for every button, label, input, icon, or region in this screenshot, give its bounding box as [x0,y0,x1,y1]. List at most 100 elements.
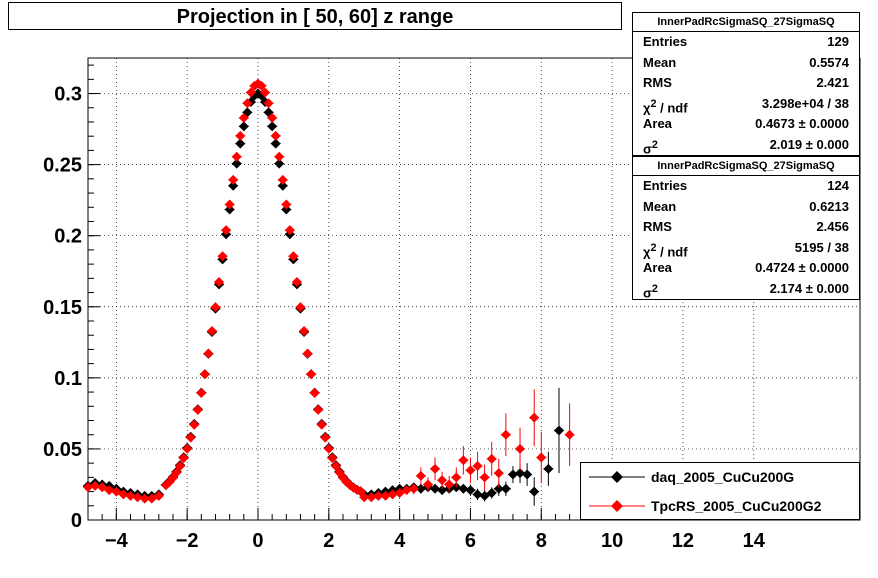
data-point [458,455,469,466]
data-point [507,469,518,480]
legend-marker-daq [589,471,645,483]
data-point [536,452,547,463]
data-point [444,479,455,490]
data-point [543,463,554,474]
data-point [486,487,497,498]
data-point [515,443,526,454]
data-point [185,432,196,443]
data-point [299,326,310,337]
data-point [245,87,256,98]
data-point [430,483,441,494]
data-point [224,199,235,210]
data-point [175,460,186,471]
data-point [415,470,426,481]
data-point [401,485,412,496]
x-tick-label: 0 [252,530,263,552]
stats-row-mean: Mean 0.6213 [643,198,849,214]
data-point [260,87,271,98]
data-point [231,158,242,169]
data-point [320,432,331,443]
data-point [231,151,242,162]
x-tick-label: 2 [323,530,334,552]
legend-marker-tpcrs [589,500,645,512]
data-point [486,453,497,464]
data-point [366,492,377,503]
chart-title: Projection in [ 50, 60] z range [176,6,454,28]
plot-frame [87,57,861,521]
data-point [437,475,448,486]
data-point [327,453,338,464]
data-point [380,490,391,501]
data-point [210,302,221,313]
data-point [288,251,299,262]
data-point [267,121,278,132]
data-point [238,121,249,132]
stats-row-entries: Entries 124 [643,178,849,193]
x-tick-label: 8 [536,530,547,552]
y-tick-label: 0.25 [43,155,82,177]
data-point [373,490,384,501]
stats-row-area: Area 0.4673 ± 0.0000 [643,116,849,131]
data-point [451,472,462,483]
y-tick-label: 0.3 [54,84,82,106]
stats-row-mean: Mean 0.5574 [643,54,849,70]
data-point [472,489,483,500]
data-point [277,174,288,185]
data-point [359,492,370,503]
data-point [529,486,540,497]
data-point [139,493,150,504]
data-point [387,489,398,500]
data-point [437,485,448,496]
data-point [430,463,441,474]
stats-row-rms: RMS 2.421 [643,75,849,90]
stats-box-title: InnerPadRcSigmaSQ_27SigmaSQ [633,13,859,32]
data-point [500,483,511,494]
data-point [206,326,217,337]
data-point [522,469,533,480]
data-point [422,479,433,490]
legend-entry-daq: daq_2005_CuCu200G [581,463,859,492]
data-point [500,429,511,440]
legend-entry-tpcrs: TpcRS_2005_CuCu200G2 [581,492,859,521]
data-point [235,138,246,149]
title-box: Projection in [ 50, 60] z range [8,2,622,30]
data-point [153,490,164,501]
data-point [515,468,526,479]
data-point [228,174,239,185]
stats-box-2: InnerPadRcSigmaSQ_27SigmaSQ Entries 124 M… [632,156,860,300]
data-point [284,225,295,236]
data-point [178,453,189,464]
data-point [214,277,225,288]
data-point [267,112,278,123]
y-tick-label: 0.05 [43,439,82,461]
stats-row-sigma2: σ2 2.174 ± 0.000 [643,280,849,300]
data-point [217,251,228,262]
x-tick-label: 4 [394,530,406,552]
y-tick-label: 0.2 [54,226,82,248]
data-point [302,348,313,359]
data-point [465,485,476,496]
data-point [408,483,419,494]
x-tick-label: 10 [601,530,623,552]
data-point [479,472,490,483]
legend-label-tpcrs: TpcRS_2005_CuCu200G2 [651,498,822,514]
x-tick-label: −4 [105,530,129,552]
x-tick-label: 14 [743,530,766,552]
stats-box-title: InnerPadRcSigmaSQ_27SigmaSQ [633,157,859,176]
data-point [316,419,327,430]
legend: daq_2005_CuCu200G TpcRS_2005_CuCu200G2 [580,462,860,520]
y-tick-label: 0.15 [43,297,82,319]
data-point [104,485,115,496]
data-point [189,419,200,430]
series-tpcrs [83,78,575,504]
data-point [263,98,274,109]
data-point [323,443,334,454]
data-point [493,483,504,494]
data-point [199,369,210,380]
data-point [192,404,203,415]
data-point [313,404,324,415]
data-point [235,130,246,141]
data-point [203,348,214,359]
data-point [238,112,249,123]
data-point [182,443,193,454]
